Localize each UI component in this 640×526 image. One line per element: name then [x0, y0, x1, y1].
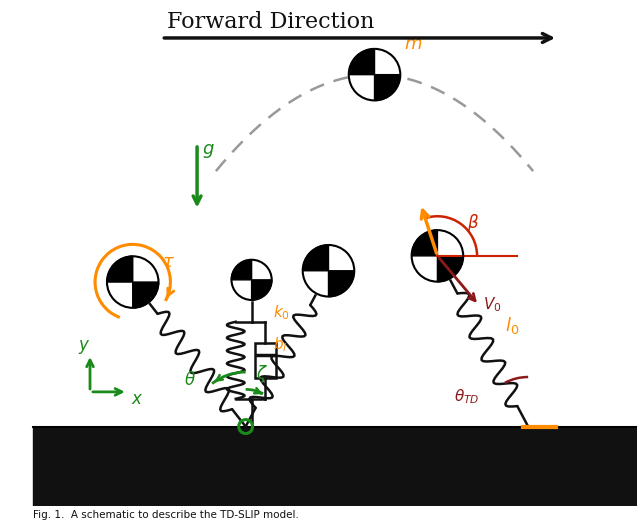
Text: $l_0$: $l_0$ — [504, 315, 519, 336]
Polygon shape — [232, 260, 252, 280]
Text: $\zeta$: $\zeta$ — [255, 363, 268, 385]
Bar — [255, 343, 276, 378]
Text: Forward Direction: Forward Direction — [167, 11, 374, 33]
Polygon shape — [437, 256, 463, 281]
Text: $b_l$: $b_l$ — [273, 336, 288, 354]
Bar — [33, 427, 637, 506]
Text: $\beta$: $\beta$ — [467, 212, 479, 234]
Polygon shape — [374, 75, 400, 100]
Circle shape — [303, 245, 355, 297]
Polygon shape — [303, 245, 328, 271]
Text: $m$: $m$ — [404, 35, 422, 53]
Circle shape — [232, 260, 272, 300]
Circle shape — [349, 49, 400, 100]
Polygon shape — [132, 282, 159, 308]
Text: $g$: $g$ — [202, 142, 215, 160]
Text: $k_0$: $k_0$ — [273, 303, 291, 321]
Text: Fig. 1.  A schematic to describe the TD-SLIP model.: Fig. 1. A schematic to describe the TD-S… — [33, 510, 298, 520]
Text: Stance: Stance — [177, 484, 245, 502]
Circle shape — [412, 230, 463, 281]
Polygon shape — [328, 271, 355, 297]
Polygon shape — [349, 49, 374, 75]
Circle shape — [107, 256, 159, 308]
Polygon shape — [412, 230, 437, 256]
Text: Flight: Flight — [461, 484, 520, 502]
Polygon shape — [252, 280, 272, 300]
Text: $\theta_{TD}$: $\theta_{TD}$ — [454, 388, 479, 407]
Text: $\tau$: $\tau$ — [163, 253, 175, 271]
Text: $V_0$: $V_0$ — [483, 295, 501, 314]
Polygon shape — [107, 256, 132, 282]
Text: $\theta$: $\theta$ — [184, 371, 196, 389]
Text: x: x — [132, 390, 141, 408]
Text: y: y — [78, 336, 88, 354]
